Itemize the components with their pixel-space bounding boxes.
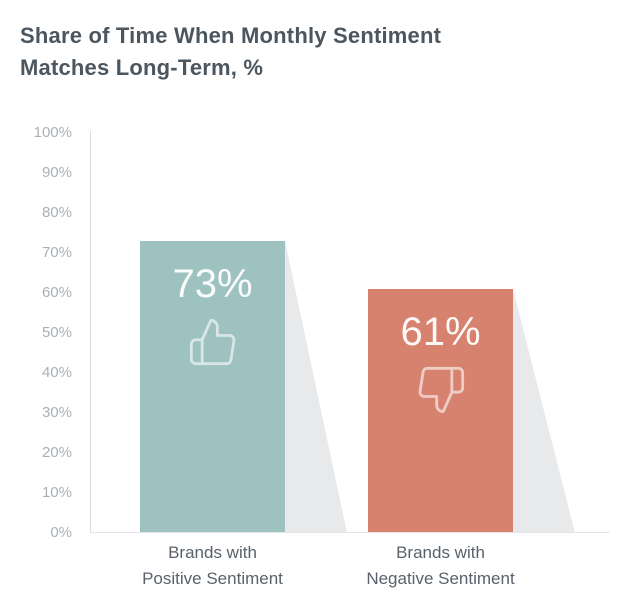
y-tick-label: 0% — [50, 524, 72, 541]
category-label-negative-line-1: Brands with — [396, 543, 485, 562]
y-tick-label: 70% — [41, 244, 72, 261]
y-tick-label: 80% — [41, 204, 72, 221]
x-axis-baseline — [90, 532, 610, 533]
y-tick-label: 20% — [41, 444, 72, 461]
bar-value-positive: 73% — [172, 262, 253, 306]
y-tick-label: 60% — [41, 284, 72, 301]
page-title-line-1: Share of Time When Monthly Sentiment — [20, 23, 442, 48]
category-label-negative-line-2: Negative Sentiment — [366, 569, 515, 588]
thumbs-down-icon — [415, 364, 467, 416]
y-tick-label: 30% — [41, 404, 72, 421]
category-label-positive-line-1: Brands with — [168, 543, 257, 562]
y-tick-label: 100% — [33, 124, 72, 141]
y-tick-label: 50% — [41, 324, 72, 341]
bar-shadow-positive — [285, 241, 347, 533]
page-title-line-2: Matches Long-Term, % — [20, 55, 264, 80]
page-title: Share of Time When Monthly Sentiment Mat… — [20, 20, 540, 84]
y-axis-labels: 100% 90% 80% 70% 60% 50% 40% 30% 20% 10% 0% — [0, 0, 72, 600]
y-tick-label: 90% — [41, 164, 72, 181]
bar-shadow-negative — [513, 289, 575, 533]
bar-value-negative: 61% — [400, 310, 481, 354]
thumbs-up-icon — [187, 316, 239, 368]
y-tick-label: 10% — [41, 484, 72, 501]
y-tick-label: 40% — [41, 364, 72, 381]
bar-positive: 73% — [140, 241, 285, 533]
category-label-positive: Brands with Positive Sentiment — [103, 540, 323, 592]
y-axis-line — [90, 131, 91, 533]
category-label-positive-line-2: Positive Sentiment — [142, 569, 283, 588]
category-label-negative: Brands with Negative Sentiment — [331, 540, 551, 592]
bar-negative: 61% — [368, 289, 513, 533]
